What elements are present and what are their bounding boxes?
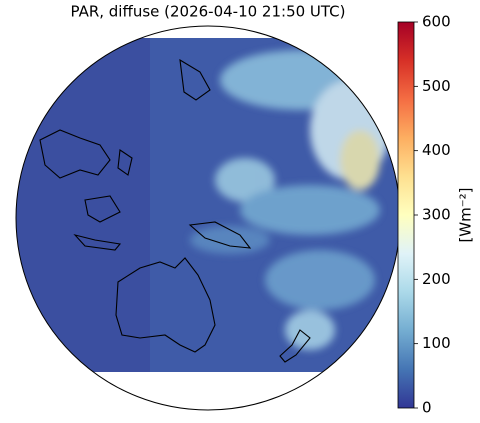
colorbar-label: [Wm⁻²] [457,187,475,242]
colorbar [397,21,415,409]
colorbar-tick-label: 300 [422,206,451,224]
colorbar-tick-label: 600 [422,13,451,31]
colorbar-tick-label: 100 [422,334,451,352]
colorbar-tick-label: 0 [422,399,432,417]
colorbar-tick-label: 200 [422,270,451,288]
globe [16,38,400,372]
colorbar-tick-label: 400 [422,141,451,159]
colorbar-tick-label: 500 [422,77,451,95]
map-title: PAR, diffuse (2026-04-10 21:50 UTC) [70,3,345,21]
